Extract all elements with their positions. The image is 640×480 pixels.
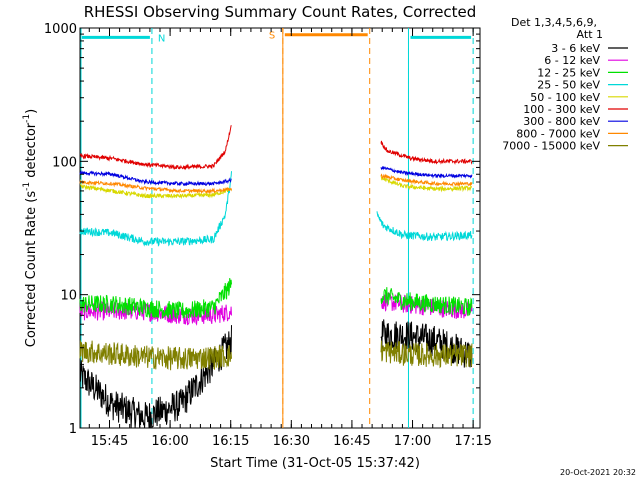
legend-label-4: 50 - 100 keV bbox=[530, 91, 600, 104]
y-tick-label-1: 10 bbox=[60, 289, 77, 304]
legend-label-1: 6 - 12 keV bbox=[544, 54, 600, 67]
y-tick-label-0: 1 bbox=[69, 422, 77, 437]
series-line-6-seg2 bbox=[380, 166, 473, 179]
legend-header-line1: Det 1,3,4,5,6,9, bbox=[511, 16, 597, 29]
series-line-7-seg1 bbox=[79, 178, 232, 195]
plot-frame bbox=[79, 27, 481, 429]
series-line-4-seg2 bbox=[380, 176, 473, 193]
timestamp: 20-Oct-2021 20:32 bbox=[560, 468, 636, 477]
x-tick-label-2: 16:15 bbox=[212, 434, 249, 449]
x-axis-label: Start Time (31-Oct-05 15:37:42) bbox=[210, 456, 420, 471]
legend-label-3: 25 - 50 keV bbox=[537, 79, 600, 92]
annotation-label-n: N bbox=[158, 33, 165, 44]
series-line-8-seg1 bbox=[79, 340, 232, 371]
series-line-4-seg1 bbox=[79, 183, 232, 200]
series-line-5-seg1 bbox=[79, 125, 232, 171]
y-axis: 1 10 100 1000 bbox=[44, 22, 480, 437]
series-line-8-seg2 bbox=[380, 340, 473, 369]
annotation-label-s: S bbox=[269, 31, 275, 42]
x-tick-label-1: 16:00 bbox=[151, 434, 188, 449]
series-line-3-seg2 bbox=[376, 211, 473, 242]
chart-title: RHESSI Observing Summary Count Rates, Co… bbox=[84, 3, 477, 21]
legend-label-0: 3 - 6 keV bbox=[551, 42, 600, 55]
x-tick-label-3: 16:30 bbox=[273, 434, 310, 449]
series-line-5-seg2 bbox=[380, 140, 473, 165]
series-line-7-seg2 bbox=[380, 173, 473, 187]
legend-label-8: 7000 - 15000 keV bbox=[502, 140, 600, 153]
legend-label-7: 800 - 7000 keV bbox=[516, 127, 600, 140]
y-axis-label: Corrected Count Rate (s-1 detector-1) bbox=[22, 109, 39, 347]
y-tick-label-3: 1000 bbox=[44, 22, 77, 37]
x-tick-label-0: 15:45 bbox=[91, 434, 128, 449]
legend-label-6: 300 - 800 keV bbox=[523, 115, 600, 128]
series-line-2-seg1 bbox=[79, 278, 232, 320]
series-layer bbox=[79, 125, 473, 429]
y-tick-label-2: 100 bbox=[52, 155, 77, 170]
legend-label-5: 100 - 300 keV bbox=[523, 103, 600, 116]
x-tick-label-6: 17:15 bbox=[454, 434, 491, 449]
x-axis: 15:45 16:00 16:15 16:30 16:45 17:00 17:15 bbox=[88, 28, 492, 449]
x-tick-label-5: 17:00 bbox=[394, 434, 431, 449]
x-tick-label-4: 16:45 bbox=[333, 434, 370, 449]
series-line-2-seg2 bbox=[380, 287, 473, 317]
legend-label-2: 12 - 25 keV bbox=[537, 66, 600, 79]
series-line-0-seg1 bbox=[79, 325, 232, 429]
series-line-3-seg1 bbox=[79, 171, 232, 247]
series-line-6-seg1 bbox=[79, 170, 232, 187]
legend-header-line2: Att 1 bbox=[577, 28, 603, 41]
